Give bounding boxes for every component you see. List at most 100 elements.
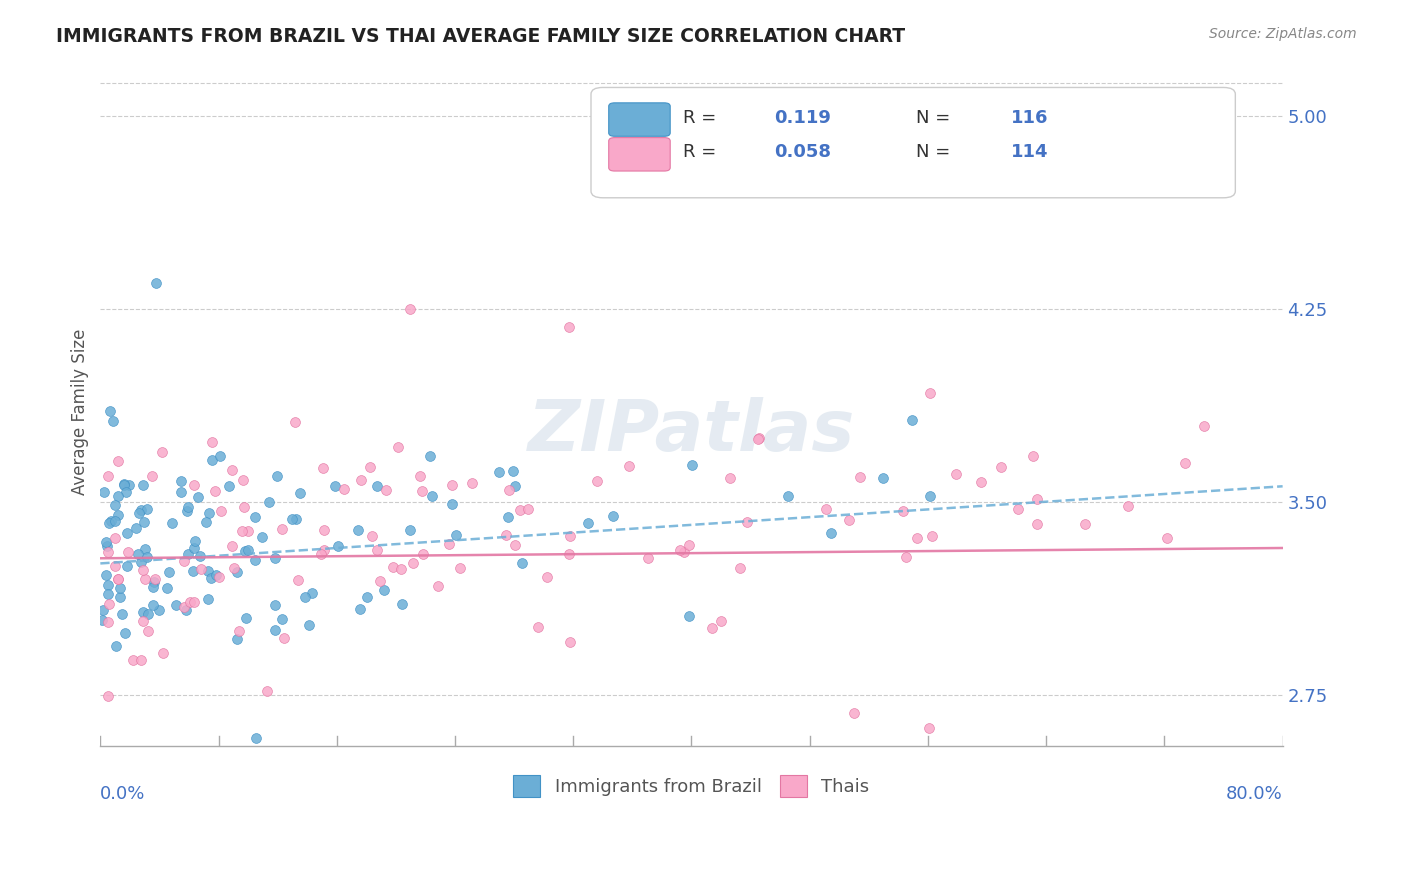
Point — [449, 561, 471, 575]
Point — [97, 615, 120, 629]
Text: 0.119: 0.119 — [775, 109, 831, 127]
Point — [461, 475, 484, 490]
Point — [718, 471, 741, 485]
Point — [263, 598, 285, 612]
Point — [347, 524, 370, 538]
Point — [195, 515, 218, 529]
Point — [104, 514, 127, 528]
Point — [141, 598, 163, 612]
Text: N =: N = — [917, 144, 956, 161]
Point — [104, 532, 127, 546]
Point — [678, 609, 700, 624]
Point — [294, 590, 316, 604]
Text: N =: N = — [917, 109, 956, 127]
Point — [188, 549, 211, 563]
Point — [259, 495, 281, 509]
Point — [131, 563, 153, 577]
Point — [98, 403, 121, 417]
FancyBboxPatch shape — [591, 87, 1236, 198]
Point — [112, 478, 135, 492]
Point — [398, 523, 420, 537]
Point — [200, 571, 222, 585]
Point — [710, 614, 733, 628]
Point — [117, 478, 139, 492]
Text: Source: ZipAtlas.com: Source: ZipAtlas.com — [1209, 27, 1357, 41]
Point — [117, 544, 139, 558]
Point — [132, 605, 155, 619]
Point — [142, 580, 165, 594]
Point — [917, 721, 939, 735]
Point — [905, 532, 928, 546]
Point — [356, 590, 378, 604]
Point — [891, 504, 914, 518]
Point — [602, 509, 624, 524]
Point — [498, 483, 520, 498]
Point — [301, 586, 323, 600]
Point — [270, 522, 292, 536]
Point — [187, 490, 209, 504]
Point — [1116, 500, 1139, 514]
Point — [444, 528, 467, 542]
Y-axis label: Average Family Size: Average Family Size — [72, 328, 89, 495]
Point — [94, 567, 117, 582]
Point — [502, 464, 524, 478]
Point — [111, 607, 134, 622]
Point — [173, 554, 195, 568]
Point — [359, 459, 381, 474]
Point — [409, 468, 432, 483]
Point — [681, 458, 703, 473]
Point — [389, 562, 412, 576]
Point — [440, 497, 463, 511]
FancyBboxPatch shape — [609, 137, 671, 171]
Point — [94, 534, 117, 549]
Point — [183, 477, 205, 491]
Point — [107, 572, 129, 586]
Point — [145, 276, 167, 290]
Point — [162, 516, 184, 530]
Point — [218, 479, 240, 493]
Point — [157, 565, 180, 579]
Point — [107, 572, 129, 586]
Point — [503, 538, 526, 552]
Text: 114: 114 — [1011, 144, 1049, 161]
Point — [373, 583, 395, 598]
Point — [143, 574, 166, 589]
Point — [349, 601, 371, 615]
Point — [702, 621, 724, 635]
Point — [98, 516, 121, 531]
Point — [672, 545, 695, 559]
Point — [382, 560, 405, 574]
Point — [558, 635, 581, 649]
Point — [129, 503, 152, 517]
Point — [945, 467, 967, 481]
Point — [184, 533, 207, 548]
Point — [165, 598, 187, 612]
Point — [238, 524, 260, 538]
Point — [287, 574, 309, 588]
Point — [170, 484, 193, 499]
Point — [366, 542, 388, 557]
Text: 0.0%: 0.0% — [100, 785, 146, 803]
Point — [97, 578, 120, 592]
Point — [204, 484, 226, 499]
Point — [201, 434, 224, 449]
Point — [107, 454, 129, 468]
Point — [576, 516, 599, 531]
Point — [728, 561, 751, 575]
Point — [221, 539, 243, 553]
Point — [503, 479, 526, 493]
Point — [235, 544, 257, 558]
Point — [273, 632, 295, 646]
Point — [115, 558, 138, 573]
Point — [177, 547, 200, 561]
Point — [411, 484, 433, 499]
Point — [204, 568, 226, 582]
Point — [748, 431, 770, 445]
Point — [134, 542, 156, 557]
Point — [333, 483, 356, 497]
Point — [236, 543, 259, 558]
Point — [100, 515, 122, 529]
Point — [97, 689, 120, 703]
Point — [90, 613, 112, 627]
Point — [179, 595, 201, 609]
